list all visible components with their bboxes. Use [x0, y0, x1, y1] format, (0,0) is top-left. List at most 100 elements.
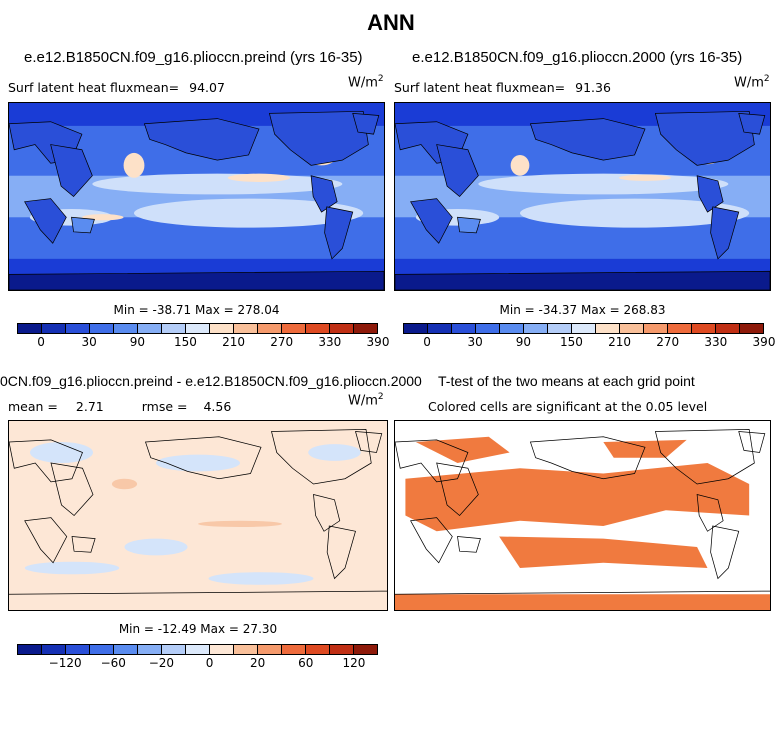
- colorbar-segment: [354, 324, 377, 333]
- stat-bottom-left: mean = 2.71 rmse = 4.56: [8, 399, 231, 414]
- minmax-top-right: Min = -34.37 Max = 268.83: [499, 303, 666, 317]
- colorbar-tick-label: 90: [129, 335, 145, 349]
- colorbar-tick-label: 390: [366, 335, 390, 349]
- colorbar-tick-label: 20: [250, 656, 266, 670]
- colorbar-segment: [330, 645, 354, 654]
- stat-value: 91.36: [575, 80, 611, 95]
- subtitle-bottom-right: Colored cells are significant at the 0.0…: [428, 399, 708, 414]
- colorbar-tick-label: 210: [608, 335, 632, 349]
- colorbar-segment: [740, 324, 763, 333]
- colorbar-segment: [162, 645, 186, 654]
- units-exp: 2: [377, 392, 384, 402]
- colorbar-segment: [500, 324, 524, 333]
- colorbar-segment: [452, 324, 476, 333]
- colorbar-segment: [330, 324, 354, 333]
- colorbar-segment: [354, 645, 377, 654]
- colorbar-segment: [114, 324, 138, 333]
- units-top-right: W/m2: [734, 74, 770, 90]
- colorbar-segment: [692, 324, 716, 333]
- stat-top-left: Surf latent heat fluxmean= 94.07: [8, 80, 225, 95]
- colorbar-tick-label: −60: [100, 656, 126, 670]
- colorbar-segment: [66, 645, 90, 654]
- units-base: W/m: [348, 393, 378, 409]
- colorbar-segment: [114, 645, 138, 654]
- units-bottom-left: W/m2: [348, 392, 384, 408]
- colorbar-segment: [572, 324, 596, 333]
- colorbar-tick-label: 210: [222, 335, 246, 349]
- rmse-label: rmse =: [141, 399, 188, 414]
- colorbar-tick-label: 330: [704, 335, 728, 349]
- map-bottom-left: [8, 420, 388, 611]
- main-title: ANN: [367, 10, 415, 35]
- colorbar-segment: [258, 645, 282, 654]
- colorbar-segment: [186, 324, 210, 333]
- colorbar-segment: [668, 324, 692, 333]
- colorbar-segment: [234, 324, 258, 333]
- colorbar-tick-label: 0: [423, 335, 431, 349]
- units-base: W/m: [734, 75, 764, 91]
- colorbar-segment: [258, 324, 282, 333]
- colorbar-segment: [428, 324, 452, 333]
- colorbar-tick-label: 30: [467, 335, 483, 349]
- colorbar-ticks-bottom-left: −120 −60 −20 0 20 60 120: [17, 656, 378, 672]
- colorbar-segment: [18, 645, 42, 654]
- colorbar-segment: [210, 324, 234, 333]
- colorbar-segment: [90, 645, 114, 654]
- stat-label: Surf latent heat fluxmean=: [8, 80, 180, 95]
- colorbar-segment: [18, 324, 42, 333]
- colorbar-segment: [524, 324, 548, 333]
- colorbar-tick-label: 330: [318, 335, 342, 349]
- colorbar-bottom-left: [17, 644, 378, 655]
- map-top-left: [8, 102, 385, 291]
- minmax-bottom-left: Min = -12.49 Max = 27.30: [118, 622, 278, 636]
- units-top-left: W/m2: [348, 74, 384, 90]
- colorbar-tick-label: 390: [752, 335, 776, 349]
- colorbar-segment: [596, 324, 620, 333]
- colorbar-tick-label: −120: [48, 656, 82, 670]
- colorbar-segment: [162, 324, 186, 333]
- mean-value: 2.71: [75, 399, 104, 414]
- colorbar-segment: [66, 324, 90, 333]
- panel-title-bottom-right: T-test of the two means at each grid poi…: [438, 373, 695, 389]
- stat-top-right: Surf latent heat fluxmean= 91.36: [394, 80, 611, 95]
- rmse-value: 4.56: [203, 399, 232, 414]
- colorbar-tick-label: 0: [37, 335, 45, 349]
- colorbar-tick-label: 270: [656, 335, 680, 349]
- colorbar-segment: [282, 324, 306, 333]
- colorbar-segment: [42, 645, 66, 654]
- mean-label: mean =: [8, 399, 58, 414]
- colorbar-segment: [234, 645, 258, 654]
- colorbar-tick-label: 150: [174, 335, 197, 349]
- colorbar-segment: [42, 324, 66, 333]
- colorbar-segment: [404, 324, 428, 333]
- colorbar-segment: [644, 324, 668, 333]
- units-exp: 2: [763, 74, 770, 84]
- stat-value: 94.07: [189, 80, 225, 95]
- colorbar-segment: [476, 324, 500, 333]
- colorbar-tick-label: −20: [148, 656, 175, 670]
- colorbar-segment: [620, 324, 644, 333]
- colorbar-ticks-top-right: 0 30 90 150 210 270 330 390: [403, 335, 775, 351]
- map-bottom-right: [394, 420, 771, 611]
- map-top-right: [394, 102, 771, 291]
- colorbar-segment: [306, 324, 330, 333]
- colorbar-ticks-top-left: 0 30 90 150 210 270 330 390: [17, 335, 389, 351]
- minmax-top-left: Min = -38.71 Max = 278.04: [113, 303, 280, 317]
- colorbar-tick-label: 0: [205, 656, 214, 670]
- colorbar-segment: [90, 324, 114, 333]
- panel-title-bottom-left: 0CN.f09_g16.plioccn.preind - e.e12.B1850…: [0, 373, 422, 389]
- colorbar-segment: [306, 645, 330, 654]
- colorbar-tick-label: 30: [81, 335, 97, 349]
- units-base: W/m: [348, 75, 378, 91]
- colorbar-segment: [138, 645, 162, 654]
- stat-label: Surf latent heat fluxmean=: [394, 80, 566, 95]
- colorbar-tick-label: 150: [560, 335, 583, 349]
- colorbar-segment: [548, 324, 572, 333]
- colorbar-segment: [186, 645, 210, 654]
- panel-title-top-left: e.e12.B1850CN.f09_g16.plioccn.preind (yr…: [24, 49, 363, 66]
- colorbar-tick-label: 90: [515, 335, 531, 349]
- colorbar-tick-label: 120: [342, 656, 366, 670]
- colorbar-segment: [210, 645, 234, 654]
- units-exp: 2: [377, 74, 384, 84]
- colorbar-tick-label: 60: [298, 656, 314, 670]
